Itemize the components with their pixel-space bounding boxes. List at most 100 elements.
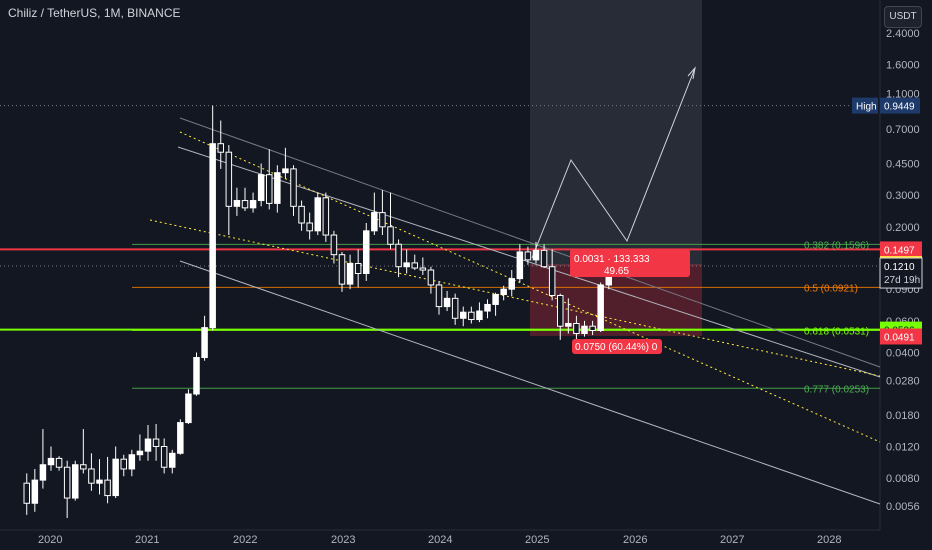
candle[interactable] xyxy=(282,147,289,179)
candle[interactable] xyxy=(298,200,305,231)
candle[interactable] xyxy=(338,251,346,292)
candle-body-up xyxy=(169,452,176,468)
target-label-box xyxy=(570,249,690,277)
candle[interactable] xyxy=(363,223,370,281)
candle[interactable] xyxy=(597,282,604,332)
candle[interactable] xyxy=(476,302,483,323)
candle-body-up xyxy=(39,464,47,481)
candle[interactable] xyxy=(233,187,241,216)
candle-body-down xyxy=(55,457,63,468)
candle[interactable] xyxy=(39,429,47,489)
candle[interactable] xyxy=(104,456,111,504)
price-tag-value: 0.0491 xyxy=(884,332,915,343)
candle[interactable] xyxy=(55,456,63,471)
candle-body-down xyxy=(338,254,346,285)
candle[interactable] xyxy=(532,241,540,264)
candle[interactable] xyxy=(419,257,427,275)
candle[interactable] xyxy=(169,449,176,474)
candle[interactable] xyxy=(508,270,515,297)
candle[interactable] xyxy=(468,306,475,324)
candle[interactable] xyxy=(225,145,233,236)
candle[interactable] xyxy=(23,473,30,515)
candle[interactable] xyxy=(492,292,499,316)
projection-arrowhead xyxy=(687,66,696,80)
candle[interactable] xyxy=(371,192,378,236)
channel-mid-lower xyxy=(149,219,881,377)
candle[interactable] xyxy=(443,290,451,312)
candle[interactable] xyxy=(96,459,103,495)
candle[interactable] xyxy=(540,244,548,269)
candle[interactable] xyxy=(565,298,572,334)
candle[interactable] xyxy=(330,230,338,264)
candle[interactable] xyxy=(548,249,556,301)
candle-body-down xyxy=(298,205,305,224)
candle-body-up xyxy=(346,263,354,285)
candle[interactable] xyxy=(451,293,459,325)
candle[interactable] xyxy=(241,187,249,211)
candle[interactable] xyxy=(80,429,87,474)
candle[interactable] xyxy=(346,254,354,290)
candle[interactable] xyxy=(411,254,418,271)
candle[interactable] xyxy=(72,460,79,501)
candle[interactable] xyxy=(516,244,524,283)
candle[interactable] xyxy=(128,449,136,477)
candle[interactable] xyxy=(193,352,200,396)
candle[interactable] xyxy=(395,239,402,278)
candle[interactable] xyxy=(500,285,507,301)
candle[interactable] xyxy=(217,120,224,169)
high-badge xyxy=(852,97,878,114)
candle[interactable] xyxy=(47,446,55,471)
candle[interactable] xyxy=(484,299,491,319)
candle[interactable] xyxy=(589,320,596,336)
candle-body-up xyxy=(209,143,216,329)
candle[interactable] xyxy=(290,165,297,216)
candle[interactable] xyxy=(573,315,580,342)
candle[interactable] xyxy=(557,293,564,340)
candle[interactable] xyxy=(387,192,394,250)
candle[interactable] xyxy=(249,192,257,213)
y-tick-label: 0.0056 xyxy=(886,501,920,513)
projection-zone xyxy=(530,0,702,266)
candle[interactable] xyxy=(427,266,435,294)
candle[interactable] xyxy=(177,419,184,455)
candle[interactable] xyxy=(581,320,588,337)
candle[interactable] xyxy=(112,446,119,499)
candle[interactable] xyxy=(306,212,313,240)
currency-button[interactable]: USDT xyxy=(884,6,922,28)
candle[interactable] xyxy=(524,246,532,265)
candle[interactable] xyxy=(266,149,273,210)
candle[interactable] xyxy=(403,249,410,274)
candle-body-down xyxy=(548,266,556,296)
candle-body-up xyxy=(516,251,524,280)
price-tag xyxy=(880,328,922,345)
candle[interactable] xyxy=(160,438,168,474)
candle[interactable] xyxy=(144,425,152,461)
candle[interactable] xyxy=(314,192,321,236)
candle[interactable] xyxy=(257,163,265,207)
candle[interactable] xyxy=(322,192,330,242)
candle-body-up xyxy=(314,197,321,232)
x-tick-label: 2021 xyxy=(135,534,159,546)
candle[interactable] xyxy=(88,453,95,491)
candle[interactable] xyxy=(63,460,71,519)
candle-body-down xyxy=(88,468,95,484)
candle[interactable] xyxy=(201,315,208,361)
candle[interactable] xyxy=(379,190,386,236)
candle-body-up xyxy=(128,454,136,470)
candle[interactable] xyxy=(460,306,467,327)
candle[interactable] xyxy=(31,468,39,512)
candle[interactable] xyxy=(354,249,362,288)
candle-body-down xyxy=(290,168,297,207)
candle[interactable] xyxy=(185,389,192,425)
candle[interactable] xyxy=(435,280,443,315)
candle-body-down xyxy=(435,284,443,308)
candle[interactable] xyxy=(274,165,281,213)
x-tick-label: 2025 xyxy=(525,534,549,546)
channel-top-outer xyxy=(179,117,881,368)
candle[interactable] xyxy=(152,424,160,461)
candle[interactable] xyxy=(136,434,144,461)
candle[interactable] xyxy=(120,454,127,477)
candle-body-down xyxy=(80,464,87,470)
candle[interactable] xyxy=(209,105,216,331)
